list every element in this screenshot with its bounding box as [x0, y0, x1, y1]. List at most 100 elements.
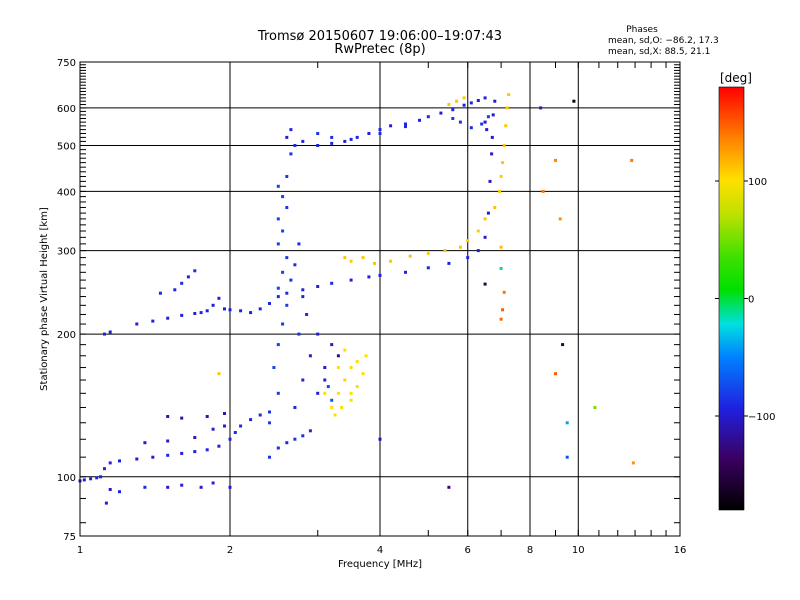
echo-point: [281, 322, 285, 326]
echo-point: [228, 308, 232, 312]
echo-point: [462, 96, 466, 100]
echo-point: [340, 406, 344, 409]
echo-point: [301, 295, 305, 299]
echo-point: [501, 308, 505, 312]
colorbar-label: [deg]: [720, 71, 752, 85]
echo-point: [316, 285, 320, 288]
phases-title: Phases: [626, 25, 658, 35]
echo-point: [166, 439, 170, 443]
echo-point: [239, 309, 243, 313]
x-tick-label: 10: [572, 545, 585, 556]
echo-point: [166, 453, 170, 457]
echo-point: [447, 103, 451, 106]
echo-point: [476, 249, 480, 253]
echo-point: [480, 122, 484, 126]
echo-point: [180, 416, 184, 420]
echo-point: [285, 135, 289, 139]
echo-point: [103, 332, 106, 336]
echo-point: [378, 132, 382, 135]
echo-point: [451, 117, 455, 120]
echo-point: [285, 291, 289, 295]
echo-point: [205, 309, 209, 313]
echo-point: [505, 106, 509, 110]
echo-point: [180, 451, 184, 455]
echo-point: [258, 413, 262, 417]
echo-point: [426, 251, 430, 255]
y-tick-label: 600: [57, 104, 76, 115]
echo-point: [488, 179, 492, 183]
echo-point: [483, 282, 487, 286]
echo-point: [349, 391, 353, 395]
echo-point: [490, 135, 494, 139]
echo-point: [426, 115, 430, 119]
echo-point: [281, 229, 285, 233]
echo-point: [326, 385, 330, 389]
echo-point: [451, 108, 455, 112]
echo-point: [499, 317, 503, 321]
echo-point: [355, 135, 359, 139]
echo-point: [180, 483, 184, 487]
colorbar: [718, 86, 745, 511]
phases-mean-x: mean, sd,X: 88.5, 21.1: [608, 47, 710, 57]
echo-point: [233, 431, 237, 434]
chart-title: Tromsø 20150607 19:06:00–19:07:43: [257, 29, 502, 44]
echo-point: [285, 441, 289, 445]
echo-point: [349, 278, 353, 282]
echo-point: [166, 485, 170, 489]
echo-point: [367, 132, 371, 135]
echo-point: [258, 307, 262, 311]
echo-point: [180, 313, 184, 317]
echo-point: [593, 406, 597, 409]
echo-point: [572, 99, 576, 103]
echo-point: [499, 245, 503, 249]
echo-point: [276, 217, 280, 221]
x-tick-label: 6: [465, 545, 471, 556]
x-tick-label: 16: [674, 545, 687, 556]
echo-point: [378, 437, 382, 441]
y-axis: 75 100 200 300 400 500 600 750: [57, 58, 680, 543]
echo-point: [239, 424, 243, 428]
echo-point: [89, 477, 93, 481]
echo-point: [541, 189, 545, 193]
echo-point: [408, 254, 412, 258]
echo-point: [404, 270, 407, 274]
echo-point: [378, 128, 382, 132]
echo-point: [289, 128, 293, 132]
echo-point: [228, 437, 232, 441]
echo-point: [504, 124, 508, 128]
echo-point: [193, 312, 197, 315]
echo-point: [228, 485, 232, 489]
echo-point: [308, 429, 312, 433]
echo-point: [462, 103, 466, 107]
echo-point: [217, 372, 221, 376]
echo-point: [217, 444, 221, 448]
echo-point: [336, 391, 340, 395]
echo-point: [476, 99, 480, 102]
echo-point: [135, 322, 139, 326]
echo-point: [373, 261, 376, 265]
echo-point: [223, 424, 226, 428]
y-axis-label: Stationary phase Virtual Height [km]: [39, 207, 50, 391]
plot-grid: [80, 62, 680, 536]
y-tick-label: 300: [57, 247, 76, 258]
echo-point: [82, 478, 86, 482]
echo-point: [501, 161, 505, 165]
x-tick-label: 4: [377, 545, 383, 556]
echo-point: [466, 239, 470, 243]
colorbar-tick-label: 0: [748, 295, 754, 306]
echo-point: [301, 139, 305, 143]
echo-point: [180, 281, 184, 285]
echo-point: [418, 118, 421, 122]
echo-point: [443, 249, 447, 253]
echo-point: [336, 354, 340, 358]
echo-point: [301, 434, 305, 438]
y-tick-label: 75: [63, 532, 76, 543]
echo-point: [389, 259, 393, 263]
x-axis-label: Frequency [MHz]: [338, 559, 422, 570]
echo-point: [323, 391, 327, 395]
echo-point: [378, 273, 382, 277]
x-tick-label: 2: [227, 545, 233, 556]
echo-point: [539, 106, 543, 110]
echo-point: [276, 446, 280, 450]
echo-point: [565, 421, 569, 425]
